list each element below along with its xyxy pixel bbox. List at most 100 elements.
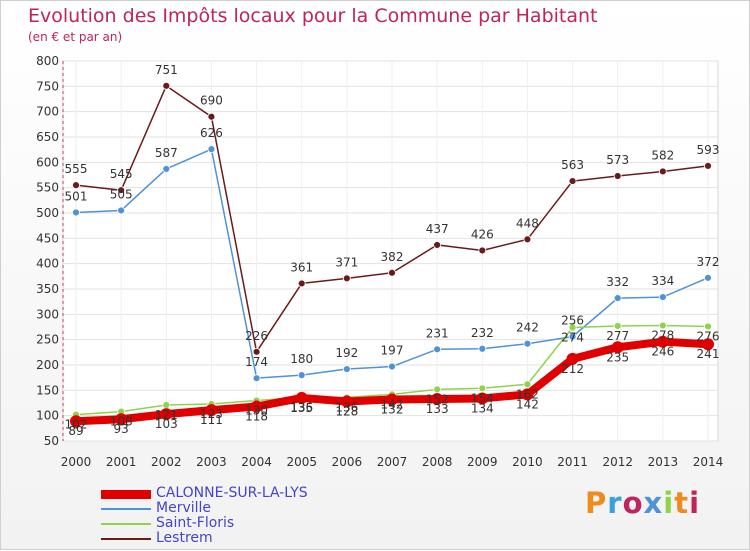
data-label: 123 [200,407,223,421]
data-point [658,293,667,302]
data-point [386,393,398,406]
data-point [295,391,308,404]
data-label: 437 [426,222,449,236]
data-point [162,165,171,173]
data-label: 142 [516,397,539,411]
legend-swatch [101,523,151,525]
data-point [656,335,669,348]
data-label: 93 [114,422,129,436]
data-label: 448 [516,216,539,230]
y-tick-label: 50 [44,434,59,448]
data-label: 361 [290,260,313,274]
data-label: 563 [561,158,584,172]
data-label: 593 [697,143,720,157]
data-label: 241 [697,347,720,361]
data-label: 133 [426,402,449,416]
data-point [523,235,532,244]
logo-letter: r [607,486,623,520]
data-label: 134 [471,401,494,415]
x-tick-label: 2001 [106,455,137,469]
logo-letter: t [674,486,690,520]
data-label: 174 [245,355,268,369]
legend-label: Merville [156,500,212,516]
data-label: 587 [155,146,178,160]
data-point [478,246,487,255]
data-point [566,352,579,365]
data-label: 135 [290,401,313,415]
legend-swatch [101,538,151,540]
data-label: 582 [651,148,674,162]
data-point [568,177,577,185]
data-label: 573 [606,153,629,167]
chart-subtitle: (en € et par an) [28,30,123,44]
data-label: 136 [290,400,313,414]
data-label: 501 [65,189,88,203]
data-point [162,81,171,90]
data-point [117,206,126,215]
data-point [521,388,534,401]
data-label: 545 [110,167,133,181]
legend-label: CALONNE-SUR-LA-LYS [156,485,308,501]
proxiti-logo: Proxiti [585,486,700,520]
data-label: 212 [561,362,584,376]
data-label: 505 [110,187,133,201]
logo-letter: P [585,486,608,520]
y-tick-label: 350 [36,282,59,296]
data-point [342,365,351,373]
data-label: 426 [471,227,494,241]
legend-swatch [101,508,151,510]
y-tick-label: 450 [36,231,59,245]
y-tick-label: 800 [36,54,59,68]
data-point [658,321,667,330]
data-label: 231 [426,326,449,340]
x-tick-label: 2000 [61,455,92,469]
data-point [70,415,82,428]
x-tick-label: 2013 [648,455,679,469]
y-tick-label: 750 [36,79,59,93]
x-tick-label: 2004 [241,455,272,469]
data-point [433,385,442,394]
data-label: 111 [200,413,223,427]
y-tick-label: 700 [36,105,59,119]
data-label: 382 [381,250,404,264]
y-tick-label: 100 [36,409,59,423]
data-point [207,112,216,121]
x-tick-label: 2012 [602,455,633,469]
data-point [115,413,128,426]
data-point [613,322,622,330]
data-label: 256 [561,314,584,328]
y-tick-label: 250 [36,333,59,347]
y-tick-label: 200 [36,358,59,372]
x-tick-label: 2009 [467,455,498,469]
data-point [205,404,218,417]
data-label: 121 [155,408,178,422]
y-tick-label: 650 [36,130,59,144]
data-point [252,374,261,383]
data-label: 102 [65,418,88,432]
data-label: 242 [516,321,539,335]
data-label: 154 [471,391,494,405]
x-tick-label: 2006 [332,455,363,469]
data-point [613,294,622,303]
data-label: 226 [245,329,268,343]
data-label: 372 [697,255,720,269]
x-tick-label: 2011 [557,455,588,469]
data-label: 118 [245,410,268,424]
data-point [568,332,577,341]
x-tick-label: 2002 [151,455,182,469]
data-point [568,323,577,332]
data-point [72,208,80,217]
data-label: 132 [381,402,404,416]
data-point [72,181,80,190]
data-point [704,161,712,170]
x-tick-label: 2014 [693,455,724,469]
data-point [250,400,263,413]
x-tick-label: 2008 [422,455,453,469]
data-label: 152 [426,392,449,406]
data-label: 235 [606,350,629,364]
data-point [252,347,261,356]
data-label: 162 [516,387,539,401]
data-label: 192 [335,346,358,360]
data-label: 626 [200,126,223,140]
data-point [523,339,532,348]
